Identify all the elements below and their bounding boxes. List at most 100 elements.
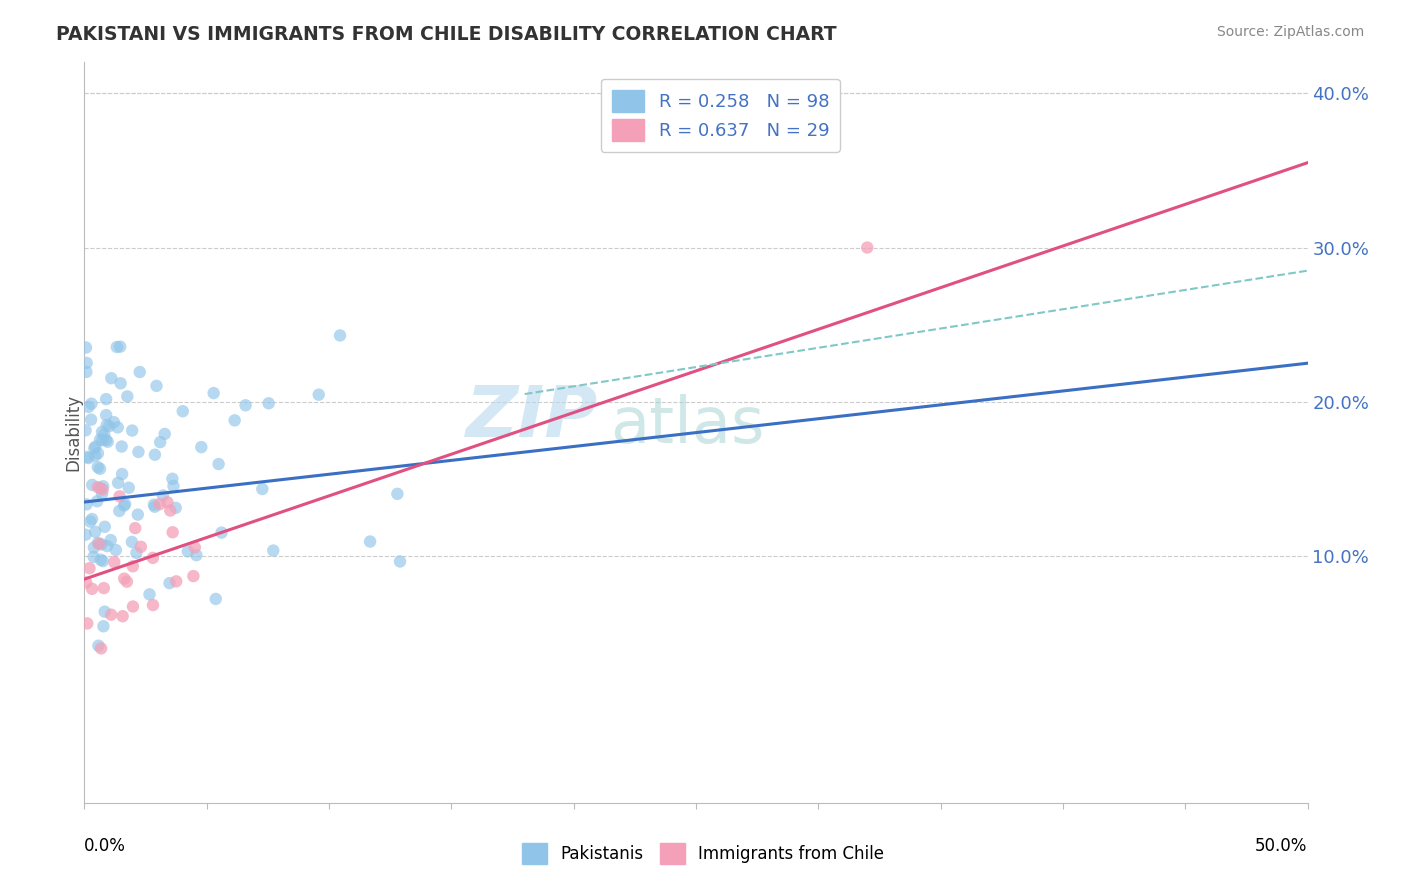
Point [118,481,141,495]
Point [224,413,246,427]
Point [75,423,97,437]
Point [91,433,114,447]
Point [83,442,105,456]
Point [112,499,135,513]
Point [96,408,118,422]
Point [100,371,122,385]
Y-axis label: Disability: Disability [65,394,82,471]
Point [252,482,274,496]
Text: atlas: atlas [610,394,765,456]
Text: 50.0%: 50.0% [1256,837,1308,855]
Point [94,433,117,447]
Point [80,397,103,411]
Point [96,539,118,553]
Point [100,533,122,547]
Point [114,497,136,511]
Point [308,387,330,401]
Point [127,445,149,459]
Point [83,541,105,555]
Point [93,581,115,595]
Point [87,537,110,551]
Point [329,328,352,343]
Point [75,575,97,590]
Point [75,527,97,541]
Point [211,525,233,540]
Point [108,504,131,518]
Point [204,591,226,606]
Point [98,419,121,434]
Point [77,451,100,466]
Point [80,512,103,526]
Point [90,552,112,566]
Point [76,450,98,464]
Point [77,400,100,414]
Point [207,457,229,471]
Point [84,524,107,539]
Point [111,467,134,481]
Point [108,489,131,503]
Point [91,554,114,568]
Point [121,535,143,549]
Point [177,544,200,558]
Point [122,599,145,614]
Point [124,521,146,535]
Point [84,449,107,463]
Point [143,448,166,462]
Point [103,415,125,429]
Point [94,392,117,406]
Point [80,412,103,426]
Point [111,440,134,454]
Point [94,520,117,534]
Point [87,446,110,460]
Point [111,609,134,624]
Point [91,487,114,501]
Point [87,480,110,494]
Point [129,540,152,554]
Point [121,424,143,438]
Point [76,616,98,631]
Point [79,515,101,529]
Point [91,483,114,497]
Point [183,569,205,583]
Point [75,365,97,379]
Point [97,434,120,449]
Text: PAKISTANI VS IMMIGRANTS FROM CHILE DISABILITY CORRELATION CHART: PAKISTANI VS IMMIGRANTS FROM CHILE DISAB… [56,25,837,44]
Point [100,607,122,622]
Point [87,536,110,550]
Point [159,576,181,591]
Point [125,546,148,560]
Point [76,356,98,370]
Point [82,478,104,492]
Point [262,543,284,558]
Point [162,525,184,540]
Point [104,543,127,558]
Point [149,497,172,511]
Point [96,418,118,433]
Point [149,435,172,450]
Point [93,605,115,619]
Point [91,479,114,493]
Point [89,481,111,495]
Point [202,386,225,401]
Point [112,572,135,586]
Point [387,487,409,501]
Point [89,433,111,447]
Point [156,495,179,509]
Point [127,508,149,522]
Point [90,537,112,551]
Point [145,379,167,393]
Point [165,500,187,515]
Point [142,498,165,512]
Point [80,582,103,596]
Point [79,561,101,575]
Point [93,619,115,633]
Point [162,472,184,486]
Point [359,534,381,549]
Point [142,598,165,612]
Point [186,548,208,562]
Point [143,500,166,514]
Point [84,440,107,454]
Point [108,340,131,354]
Point [142,550,165,565]
Point [121,559,143,574]
